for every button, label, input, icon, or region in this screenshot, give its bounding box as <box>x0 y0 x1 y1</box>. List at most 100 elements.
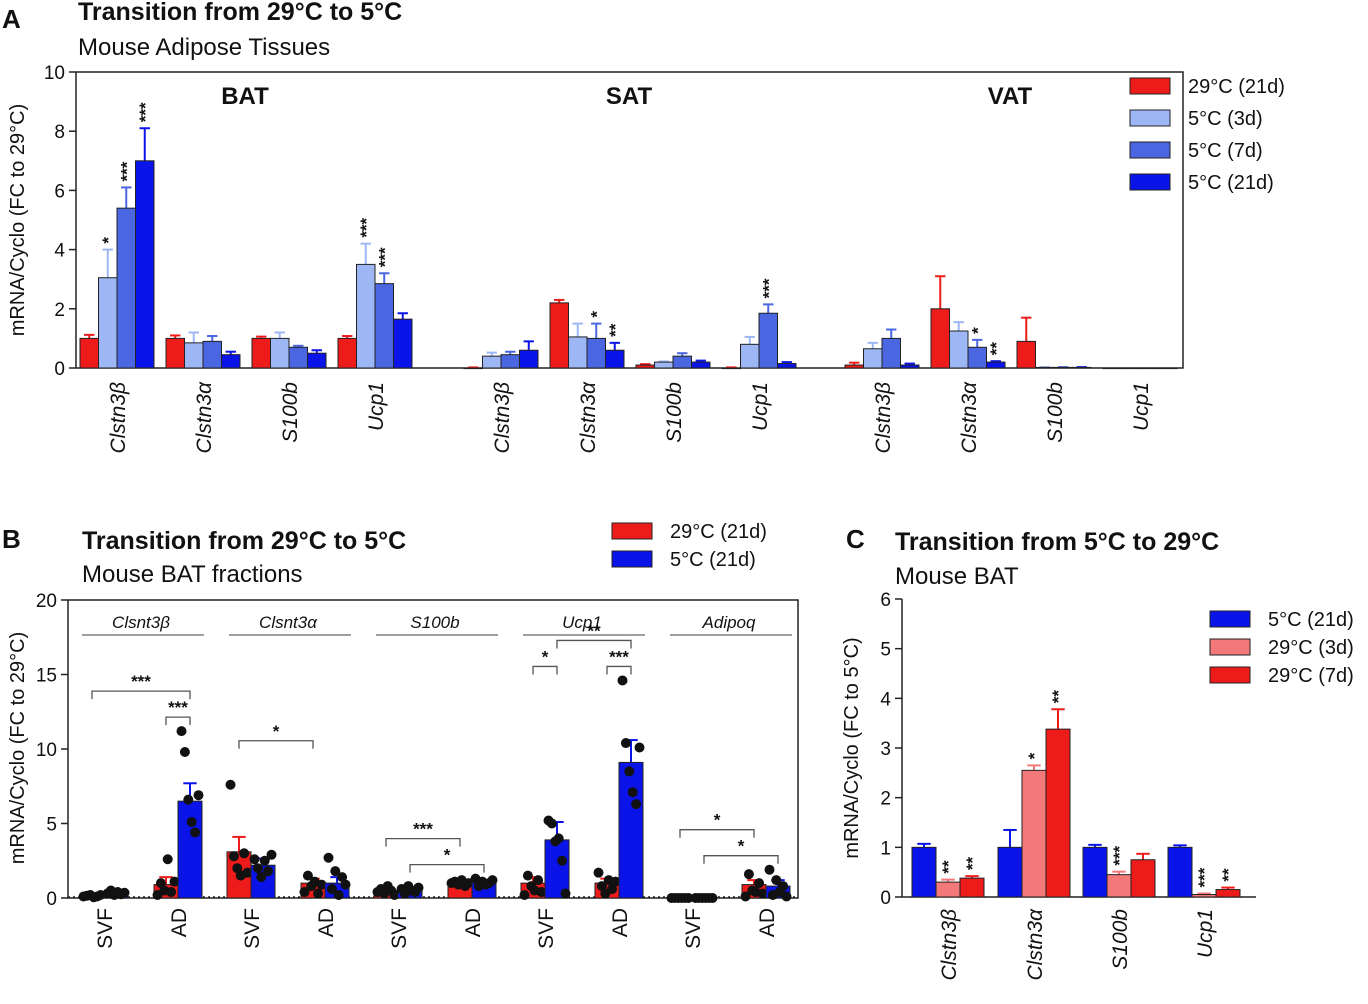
panel-c-bar <box>1045 728 1071 898</box>
panel-a-bar <box>691 361 711 369</box>
panel-a-legend-label: 5°C (3d) <box>1188 108 1263 130</box>
panel-a-y-tick-label: 8 <box>54 122 65 143</box>
panel-b-legend-label: 29°C (21d) <box>670 521 767 543</box>
panel-a-group-label: BAT <box>221 83 269 110</box>
panel-a-legend-label: 29°C (21d) <box>1188 76 1285 98</box>
panel-b-data-point <box>263 866 274 877</box>
panel-b-data-point <box>634 742 645 753</box>
panel-a-gene-label: S100b <box>279 382 302 443</box>
panel-c-subtitle: Mouse BAT <box>895 563 1019 590</box>
panel-c-significance: *** <box>1195 867 1214 887</box>
panel-a-bar <box>1016 340 1036 369</box>
panel-b-data-point <box>610 876 621 887</box>
panel-a-title: Transition from 29°C to 5°C <box>78 0 402 26</box>
panel-b-comparison-stars: * <box>542 647 549 666</box>
panel-a-bar <box>184 342 204 369</box>
panel-c-label: C <box>846 524 865 554</box>
panel-a-bar <box>79 337 99 369</box>
panel-b-gene-header: Clsnt3β <box>112 613 170 632</box>
panel-a-significance: ** <box>987 342 1006 356</box>
panel-b-data-point <box>683 893 694 903</box>
panel-b-data-point <box>620 738 631 749</box>
panel-a-significance: *** <box>759 278 778 298</box>
panel-a-group-label: VAT <box>988 83 1033 110</box>
panel-b-data-point <box>242 867 253 878</box>
panel-b-bar <box>618 761 644 899</box>
panel-a-group-label: SAT <box>606 83 653 110</box>
panel-a-gene-label: S100b <box>663 382 686 443</box>
panel-b-data-point <box>533 875 544 886</box>
panel-b-comparison-bracket <box>606 665 632 675</box>
panel-c-bar <box>1130 859 1156 898</box>
panel-a-significance: *** <box>136 102 155 122</box>
panel-b-data-point <box>179 746 190 757</box>
panel-a-bar <box>758 312 778 369</box>
panel-a-legend-label: 5°C (21d) <box>1188 172 1274 194</box>
panel-b-data-point <box>340 879 351 890</box>
panel-a-gene-label: Ucp1 <box>365 382 388 431</box>
panel-a-bar <box>337 337 357 369</box>
panel-a-bar <box>777 363 797 369</box>
panel-b-data-point <box>624 766 635 777</box>
panel-c-y-tick-label: 5 <box>880 640 891 661</box>
panel-c-y-tick-label: 3 <box>880 739 891 760</box>
panel-b-data-point <box>627 787 638 798</box>
panel-a-bar <box>519 349 539 369</box>
panel-b-legend-label: 5°C (21d) <box>670 549 756 571</box>
panel-b-data-point <box>225 779 236 790</box>
panel-b-data-point <box>631 799 642 810</box>
panel-a-legend-label: 5°C (7d) <box>1188 140 1263 162</box>
panel-a-bar <box>482 355 502 369</box>
panel-a-bar <box>672 355 692 369</box>
panel-a-y-tick-label: 2 <box>54 300 65 321</box>
panel-b-fraction-label: AD <box>756 908 779 937</box>
panel-b-title: Transition from 29°C to 5°C <box>82 527 406 555</box>
panel-c-bar <box>1106 874 1132 898</box>
panel-b-data-point <box>522 870 533 881</box>
panel-a-bar <box>863 348 883 369</box>
panel-b-data-point <box>232 863 243 874</box>
panel-b-data-point <box>593 867 604 878</box>
panel-a-bar <box>844 364 864 369</box>
panel-a-legend-swatch <box>1129 173 1171 191</box>
panel-b-comparison-stars: * <box>714 811 721 830</box>
panel-c-y-tick-label: 2 <box>880 789 891 810</box>
panel-b-data-point <box>557 855 568 866</box>
panel-b-data-point <box>186 817 197 828</box>
panel-b-data-point <box>266 849 277 860</box>
panel-c-gene-label: Clstn3β <box>938 909 961 981</box>
panel-b-y-tick-label: 10 <box>36 740 57 761</box>
panel-b-data-point <box>778 881 789 892</box>
panel-b-fraction-label: SVF <box>535 908 558 949</box>
panel-c-significance: ** <box>963 857 982 871</box>
panel-a-y-tick-label: 0 <box>54 359 65 380</box>
panel-b-data-point <box>193 790 204 801</box>
panel-b-data-point <box>740 891 751 902</box>
panel-b-comparison-stars: * <box>738 837 745 856</box>
panel-b-gene-header: Adipoq <box>702 613 756 632</box>
panel-b-data-point <box>519 890 530 901</box>
panel-a-gene-label: S100b <box>1044 382 1067 443</box>
panel-b: B Transition from 29°C to 5°C Mouse BAT … <box>2 521 799 949</box>
panel-b-data-point <box>228 851 239 862</box>
panel-b-data-point <box>333 890 344 901</box>
panel-b-comparison-bracket <box>165 716 191 726</box>
panel-b-data-point <box>707 893 718 903</box>
panel-b-y-tick-label: 20 <box>36 591 57 612</box>
panel-b-legend-swatch <box>611 522 653 540</box>
panel-b-data-point <box>259 855 270 866</box>
panel-b-data-point <box>162 854 173 865</box>
panel-b-comparison-stars: ** <box>587 621 601 640</box>
panel-a-gene-label: Clstn3α <box>193 381 216 454</box>
panel-a-significance: * <box>587 311 606 318</box>
panel-b-gene-header: Ucp1 <box>562 613 602 632</box>
panel-a-bar <box>549 302 569 369</box>
panel-a-bar <box>1035 366 1055 369</box>
panel-a-label: A <box>2 4 21 34</box>
panel-c-ylabel: mRNA/Cyclo (FC to 5°C) <box>841 637 863 858</box>
panel-a-bar <box>986 361 1006 369</box>
panel-a-bar <box>568 336 588 369</box>
panel-a-bar <box>374 283 394 369</box>
panel-a-subtitle: Mouse Adipose Tissues <box>78 34 330 61</box>
panel-b-fraction-label: SVF <box>94 908 117 949</box>
